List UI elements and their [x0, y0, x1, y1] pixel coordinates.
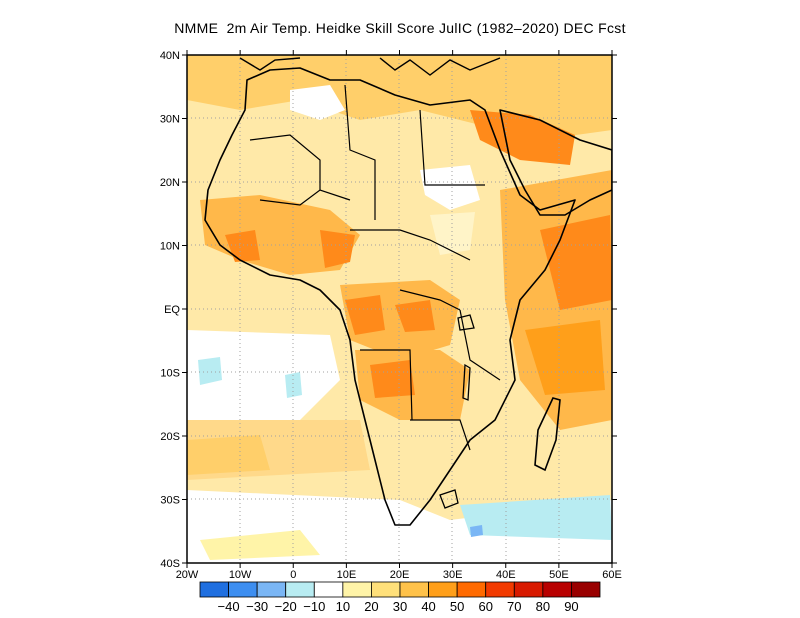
lon-label: 0: [290, 569, 296, 581]
colorbar-swatch: [485, 581, 515, 598]
lake-malawi: [462, 363, 471, 401]
colorbar-swatch: [513, 581, 544, 598]
field-sahara-white: [430, 212, 475, 255]
field-sahara-white: [420, 165, 480, 210]
colorbar-label: 10: [336, 599, 350, 614]
colorbar-label: 80: [536, 599, 550, 614]
field-south-hot: [370, 360, 415, 398]
country-borders: [249, 84, 501, 451]
field-atlantic-cold: [198, 357, 222, 385]
lon-label: 30E: [443, 569, 463, 581]
lon-label: 20E: [390, 569, 410, 581]
field-atlantic-cold: [285, 372, 302, 398]
field-south-cold2: [470, 525, 483, 537]
lat-label: 30S: [160, 495, 180, 507]
field-satl-warm2: [187, 435, 270, 475]
colorbar-label: −40: [218, 599, 240, 614]
field-east-hot: [540, 215, 612, 310]
lon-label: 40E: [496, 569, 516, 581]
europe-coastline: [239, 57, 501, 76]
colorbar-label: 60: [478, 599, 492, 614]
field-sahara-white: [290, 85, 345, 120]
latitude-labels: 40N 30N 20N 10N EQ 10S 20S 30S 40S: [160, 50, 181, 570]
colorbar-label: 50: [450, 599, 464, 614]
colorbar-swatch: [542, 581, 572, 598]
lat-label: 40S: [160, 558, 180, 570]
lon-label: 10E: [337, 569, 357, 581]
colorbar-label: 30: [393, 599, 407, 614]
lon-label: 60E: [602, 569, 622, 581]
arabia-coastline: [499, 109, 612, 216]
field-congo-hot: [395, 300, 435, 332]
lon-label: 20W: [176, 569, 199, 581]
africa-coastline: [204, 67, 576, 526]
colorbar: [199, 581, 601, 598]
lat-label: 20N: [160, 177, 180, 189]
colorbar-swatch: [228, 581, 258, 598]
colorbar-label: −20: [275, 599, 297, 614]
lesotho-outline: [439, 489, 459, 509]
map-title: NMME 2m Air Temp. Heidke Skill Score Jul…: [174, 20, 626, 36]
lon-label: 10W: [229, 569, 252, 581]
lon-label: 50E: [549, 569, 569, 581]
lat-label: EQ: [164, 304, 180, 316]
colorbar-swatch: [371, 581, 401, 598]
lat-label: 10N: [160, 241, 180, 253]
colorbar-labels: −40 −30 −20 −10 10 20 30 40 50 60 70 80 90: [218, 599, 579, 614]
longitude-labels: 20W 10W 0 10E 20E 30E 40E 50E 60E: [176, 569, 622, 581]
lake-victoria: [457, 314, 475, 331]
tick-marks: [182, 50, 617, 568]
field-west-hot: [225, 230, 260, 262]
lat-label: 40N: [160, 50, 180, 62]
colorbar-label: 40: [421, 599, 435, 614]
field-atlantic-white: [187, 330, 340, 420]
colorbar-label: 90: [564, 599, 578, 614]
colorbar-label: 20: [364, 599, 378, 614]
lat-label: 10S: [160, 368, 180, 380]
colorbar-swatch: [342, 581, 372, 598]
colorbar-label: −30: [246, 599, 268, 614]
colorbar-swatch: [428, 581, 458, 598]
colorbar-swatch: [399, 581, 429, 598]
colorbar-label: 70: [507, 599, 521, 614]
lat-label: 20S: [160, 431, 180, 443]
colorbar-swatch: [456, 581, 487, 598]
colorbar-swatch: [256, 581, 287, 598]
gridlines: [187, 55, 612, 563]
field-east-hot: [525, 320, 605, 395]
field-south-yellow: [200, 530, 320, 560]
madagascar-outline: [534, 397, 561, 472]
field-congo-hot: [345, 295, 385, 335]
colorbar-swatch: [199, 581, 229, 598]
colorbar-swatch: [571, 581, 601, 598]
colorbar-label: −10: [303, 599, 325, 614]
colorbar-swatch: [285, 581, 315, 598]
field-south-cold: [460, 495, 612, 540]
colorbar-swatch: [313, 581, 344, 598]
lat-label: 30N: [160, 114, 180, 126]
